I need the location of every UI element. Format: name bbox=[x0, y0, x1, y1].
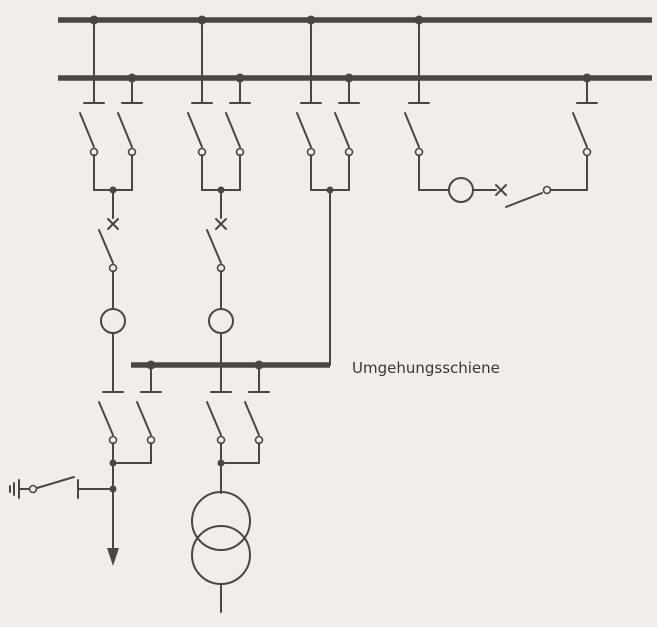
bypass-coupling-bay-3 bbox=[296, 15, 360, 366]
earthing-switch bbox=[9, 476, 117, 499]
transformer-bay-2 bbox=[187, 15, 270, 613]
bus-coupler-bay bbox=[404, 15, 598, 208]
bypass-busbar-label: Umgehungsschiene bbox=[352, 359, 500, 377]
feeder-bay-1 bbox=[79, 15, 162, 566]
